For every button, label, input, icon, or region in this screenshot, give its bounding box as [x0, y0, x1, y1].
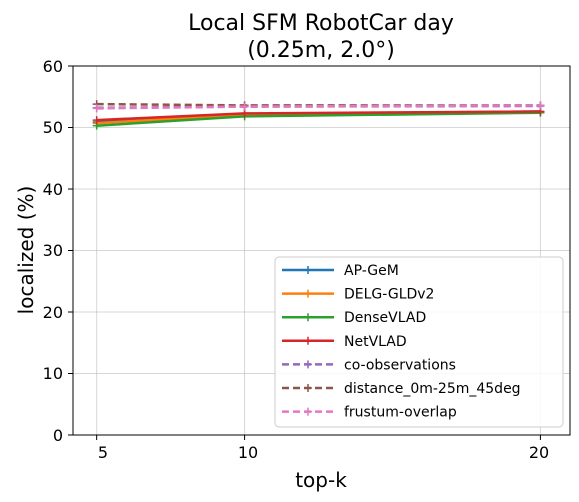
legend-marker-distance-0m-25m-45deg [304, 384, 312, 392]
legend-label-delg-gldv2: DELG-GLDv2 [344, 287, 434, 303]
y-tick-label-10: 10 [43, 364, 63, 383]
data-point-frustum-overlap-10 [240, 102, 249, 111]
legend-label-ap-gem: AP-GeM [344, 263, 399, 279]
y-tick-label-20: 20 [43, 303, 63, 322]
axis-ticks [68, 65, 541, 440]
series-netvlad [92, 107, 545, 125]
legend-item-delg-gldv2: DELG-GLDv2 [282, 287, 434, 303]
x-tick-label-5: 5 [98, 443, 108, 462]
legend-label-distance-0m-25m-45deg: distance_0m-25m_45deg [344, 381, 521, 397]
legend-frame [274, 256, 564, 428]
legend-marker-densevlad [304, 313, 312, 322]
data-point-netvlad-10 [240, 109, 249, 118]
chart-title-line2: (0.25m, 2.0°) [247, 38, 395, 63]
legend-item-ap-gem: AP-GeM [282, 263, 399, 279]
chart-title-line1: Local SFM RobotCar day [188, 11, 454, 36]
y-tick-label-60: 60 [43, 57, 63, 76]
legend-item-frustum-overlap: frustum-overlap [282, 405, 457, 421]
series-group [92, 100, 545, 130]
y-tick-label-50: 50 [43, 118, 63, 137]
x-axis-label: top-k [295, 468, 347, 492]
y-tick-label-40: 40 [43, 180, 63, 199]
legend-marker-delg-gldv2 [304, 289, 312, 298]
legend-marker-ap-gem [304, 266, 312, 274]
legend-marker-frustum-overlap [304, 407, 312, 416]
y-tick-label-30: 30 [43, 241, 63, 260]
legend-marker-netvlad [304, 336, 312, 345]
legend-item-densevlad: DenseVLAD [282, 310, 426, 326]
data-point-frustum-overlap-5 [92, 104, 101, 113]
series-frustum-overlap [92, 101, 545, 113]
legend-item-distance-0m-25m-45deg: distance_0m-25m_45deg [282, 381, 521, 397]
legend-label-densevlad: DenseVLAD [344, 310, 426, 326]
legend-label-co-observations: co-observations [344, 357, 456, 373]
legend-item-co-observations: co-observations [282, 357, 456, 373]
legend-item-netvlad: NetVLAD [282, 334, 407, 350]
x-tick-label-20: 20 [529, 443, 549, 462]
legend-label-netvlad: NetVLAD [344, 334, 407, 350]
x-tick-label-10: 10 [238, 443, 258, 462]
legend: AP-GeM DELG-GLDv2 DenseVLAD NetVLAD co-obser… [274, 256, 564, 428]
data-point-netvlad-5 [92, 116, 101, 125]
y-tick-label-0: 0 [53, 426, 63, 445]
legend-label-frustum-overlap: frustum-overlap [344, 405, 457, 421]
legend-marker-co-observations [304, 360, 312, 369]
y-axis-label: localized (%) [14, 186, 38, 315]
data-point-frustum-overlap-20 [536, 101, 545, 110]
